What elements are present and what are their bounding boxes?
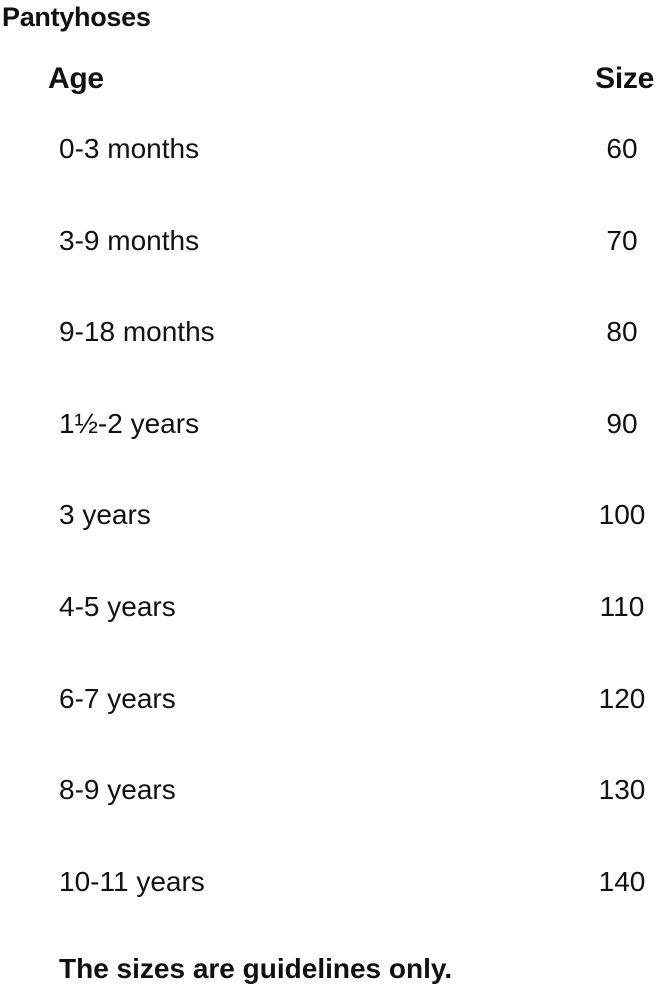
table-row: 1½-2 years 90 [0,404,660,444]
table-row: 9-18 months 80 [0,312,660,352]
size-cell: 110 [599,591,645,622]
age-column-header: Age [48,62,104,95]
table-row: 4-5 years 110 [0,587,660,627]
age-cell: 6-7 years [59,682,176,714]
size-cell: 90 [606,407,638,439]
age-cell: 10-11 years [59,865,205,897]
size-cell: 80 [606,316,638,348]
size-cell: 100 [598,499,646,531]
age-cell: 3 years [59,499,151,531]
page-title: Pantyhoses [2,2,151,32]
table-row: 0-3 months 60 [0,129,660,169]
size-cell: 120 [598,682,646,714]
age-cell: 3-9 months [59,224,200,256]
size-cell: 140 [598,865,646,897]
size-cell: 130 [598,774,646,806]
size-column-header: Size [595,62,654,95]
age-cell: 9-18 months [59,316,215,348]
table-row: 6-7 years 120 [0,679,660,719]
size-cell: 70 [606,224,638,256]
table-row: 8-9 years 130 [0,770,660,810]
age-cell: 8-9 years [59,774,176,806]
age-cell: 4-5 years [59,591,176,622]
size-cell: 60 [606,133,638,164]
footer-note: The sizes are guidelines only. [59,953,453,984]
table-row: 10-11 years 140 [0,862,660,902]
table-row: 3-9 months 70 [0,221,660,261]
age-cell: 1½-2 years [59,407,200,439]
age-cell: 0-3 months [59,133,200,164]
table-row: 3 years 100 [0,495,660,535]
